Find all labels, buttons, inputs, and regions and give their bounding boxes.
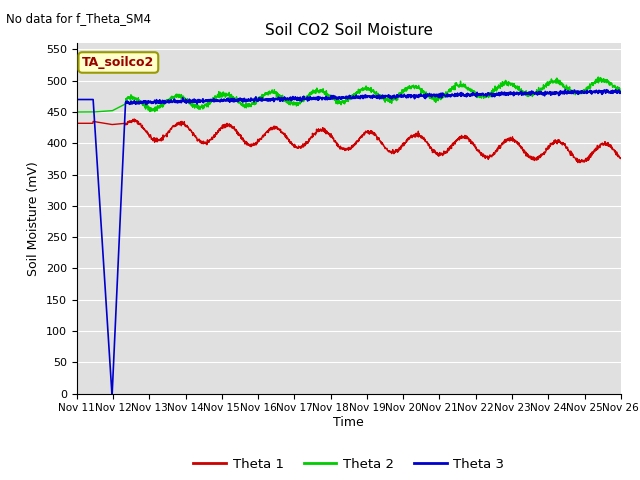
Line: Theta 2: Theta 2 [77, 77, 621, 112]
Theta 2 [323, 92, 331, 97]
Theta 3 [602, 90, 609, 96]
Theta 1 [576, 160, 584, 166]
Text: TA_soilco2: TA_soilco2 [82, 56, 154, 69]
Theta 2 [595, 74, 602, 80]
Theta 2 [617, 88, 625, 94]
Theta 3 [502, 91, 509, 96]
Theta 3 [561, 87, 569, 93]
Theta 3 [108, 391, 116, 396]
Theta 1 [602, 139, 609, 145]
X-axis label: Time: Time [333, 416, 364, 429]
Theta 1 [323, 130, 331, 136]
Theta 3 [617, 89, 625, 95]
Theta 1 [617, 156, 625, 161]
Theta 2 [501, 80, 509, 85]
Line: Theta 1: Theta 1 [77, 119, 621, 163]
Text: No data for f_Theta_SM4: No data for f_Theta_SM4 [6, 12, 152, 25]
Theta 1 [131, 116, 138, 122]
Theta 2 [100, 108, 108, 114]
Line: Theta 3: Theta 3 [77, 90, 621, 394]
Theta 3 [73, 96, 81, 102]
Legend: Theta 1, Theta 2, Theta 3: Theta 1, Theta 2, Theta 3 [188, 453, 509, 476]
Theta 3 [323, 97, 331, 103]
Y-axis label: Soil Moisture (mV): Soil Moisture (mV) [28, 161, 40, 276]
Theta 2 [337, 99, 345, 105]
Theta 1 [100, 120, 108, 126]
Theta 3 [338, 96, 346, 102]
Theta 1 [502, 136, 509, 142]
Theta 3 [100, 276, 108, 281]
Theta 1 [602, 142, 609, 148]
Theta 3 [602, 89, 609, 95]
Theta 2 [602, 77, 609, 83]
Theta 2 [73, 109, 81, 115]
Theta 2 [601, 78, 609, 84]
Title: Soil CO2 Soil Moisture: Soil CO2 Soil Moisture [265, 23, 433, 38]
Theta 1 [338, 145, 346, 151]
Theta 1 [73, 120, 81, 126]
